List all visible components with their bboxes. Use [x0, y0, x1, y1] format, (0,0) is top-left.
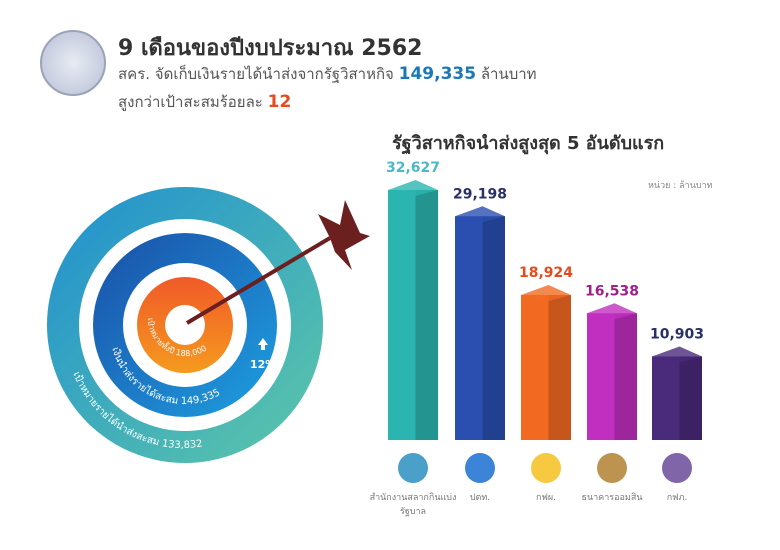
- bar: [521, 294, 571, 440]
- bar-top: [388, 180, 438, 196]
- bar-value-label: 32,627: [386, 160, 440, 176]
- bar-side-shade: [679, 356, 702, 440]
- category-label: กฟผ.: [536, 493, 556, 503]
- bar: [587, 313, 637, 440]
- bar-side-shade: [415, 190, 438, 440]
- page-title: 9 เดือนของปีงบประมาณ 2562: [118, 36, 423, 61]
- bar-side-shade: [548, 294, 571, 440]
- bar-top: [521, 284, 571, 301]
- category-label: สำนักงานสลากกินแบ่งรัฐบาล: [369, 493, 457, 517]
- percent-above-target: 12: [267, 92, 292, 112]
- category-label: ปตท.: [469, 493, 491, 503]
- category-label: กฟภ.: [666, 493, 688, 503]
- arrow-up-icon: [258, 338, 268, 350]
- unit-text: ล้านบาท: [480, 65, 537, 83]
- bar-top: [587, 303, 637, 320]
- summary-line-1: สคร. จัดเก็บเงินรายได้นำส่งจากรัฐวิสาหกิ…: [118, 62, 537, 86]
- bar: [455, 216, 505, 440]
- bar-top: [652, 346, 702, 363]
- company-logo-icon: [398, 453, 428, 483]
- company-logo-icon: [465, 453, 495, 483]
- arrow-icon: [185, 200, 370, 325]
- bar-value-label: 18,924: [519, 265, 573, 281]
- chart-title: รัฐวิสาหกิจนำส่งสูงสุด 5 อันดับแรก: [392, 133, 665, 154]
- bar-value-label: 16,538: [585, 283, 639, 299]
- summary-line-2: สูงกว่าเป้าสะสมร้อยละ 12: [118, 90, 291, 114]
- bar-value-label: 10,903: [650, 326, 704, 342]
- category-label: ธนาคารออมสิน: [581, 493, 643, 503]
- increase-percent: 12%: [250, 358, 276, 371]
- company-logo-icon: [597, 453, 627, 483]
- bar: [388, 190, 438, 440]
- summary-text: สูงกว่าเป้าสะสมร้อยละ: [118, 93, 263, 111]
- bar-side-shade: [614, 313, 637, 440]
- bar: [652, 356, 702, 440]
- company-logo-icon: [662, 453, 692, 483]
- company-logo-icon: [531, 453, 561, 483]
- unit-label: หน่วย : ล้านบาท: [648, 181, 713, 191]
- summary-text: สคร. จัดเก็บเงินรายได้นำส่งจากรัฐวิสาหกิ…: [118, 65, 394, 83]
- bar-top: [455, 206, 505, 223]
- bar-value-label: 29,198: [453, 186, 507, 202]
- total-revenue: 149,335: [398, 64, 477, 84]
- bar-side-shade: [482, 216, 505, 440]
- agency-logo: [40, 30, 106, 96]
